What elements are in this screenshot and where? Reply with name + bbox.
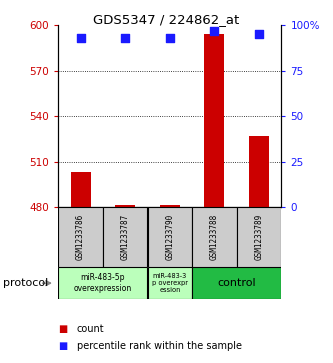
- Bar: [58, 207, 103, 267]
- Text: control: control: [217, 278, 256, 288]
- Bar: [192, 267, 281, 299]
- Point: [256, 32, 262, 37]
- Text: protocol: protocol: [3, 278, 49, 288]
- Bar: [115, 205, 135, 207]
- Point: [212, 28, 217, 34]
- Bar: [204, 34, 224, 207]
- Bar: [237, 207, 281, 267]
- Text: ■: ■: [58, 323, 68, 334]
- Text: GSM1233786: GSM1233786: [76, 214, 85, 260]
- Bar: [192, 207, 237, 267]
- Bar: [160, 205, 180, 207]
- Text: GSM1233790: GSM1233790: [165, 214, 174, 260]
- Text: GSM1233788: GSM1233788: [210, 214, 219, 260]
- Point: [123, 35, 128, 41]
- Bar: [58, 267, 148, 299]
- Bar: [103, 207, 148, 267]
- Bar: [249, 136, 269, 207]
- Text: miR-483-5p
overexpression: miR-483-5p overexpression: [74, 273, 132, 293]
- Text: miR-483-3
p overexpr
ession: miR-483-3 p overexpr ession: [152, 273, 188, 293]
- Text: percentile rank within the sample: percentile rank within the sample: [77, 340, 241, 351]
- Bar: [71, 172, 91, 207]
- Text: count: count: [77, 323, 104, 334]
- Text: GDS5347 / 224862_at: GDS5347 / 224862_at: [93, 13, 240, 26]
- Text: GSM1233787: GSM1233787: [121, 214, 130, 260]
- Bar: [148, 207, 192, 267]
- Text: GSM1233789: GSM1233789: [254, 214, 264, 260]
- Point: [78, 35, 83, 41]
- Point: [167, 35, 172, 41]
- Text: ■: ■: [58, 340, 68, 351]
- Bar: [148, 267, 192, 299]
